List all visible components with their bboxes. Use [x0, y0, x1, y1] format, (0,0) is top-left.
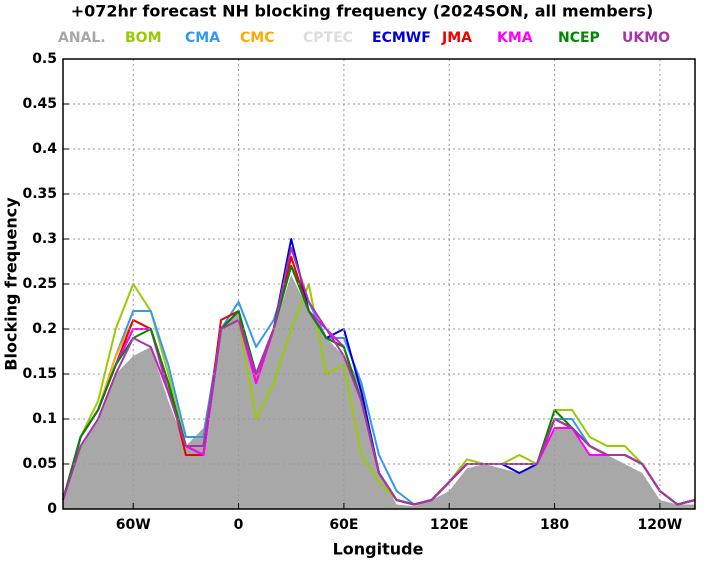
y-tick-label: 0	[47, 501, 57, 517]
x-tick-label: 120E	[430, 517, 469, 533]
legend-entry: JMA	[441, 30, 472, 46]
chart-title: +072hr forecast NH blocking frequency (2…	[71, 2, 654, 21]
legend-entry: KMA	[497, 30, 533, 46]
x-tick-label: 180	[540, 517, 569, 533]
line	[62, 247, 696, 506]
plot-area	[62, 238, 696, 509]
y-tick-label: 0.3	[32, 231, 57, 247]
x-axis-label: Longitude	[333, 540, 424, 559]
legend-entry: BOM	[125, 30, 162, 46]
legend-entry: CMC	[240, 30, 274, 46]
y-axis-label: Blocking frequency	[2, 197, 21, 371]
legend-entry: CMA	[185, 30, 220, 46]
y-tick-label: 0.1	[32, 411, 57, 427]
x-tick-label: 120W	[638, 517, 683, 533]
y-tick-label: 0.05	[22, 456, 57, 472]
legend-entry: UKMO	[622, 30, 670, 46]
legend-entry: CPTEC	[303, 30, 353, 46]
plot-frame	[62, 58, 696, 510]
legend-entry: ECMWF	[372, 30, 431, 46]
y-tick-label: 0.45	[22, 96, 57, 112]
y-tick-label: 0.35	[22, 186, 57, 202]
y-tick-label: 0.5	[32, 51, 57, 67]
x-tick-label: 0	[234, 517, 244, 533]
x-tick-label: 60W	[116, 517, 151, 533]
x-tick-label: 60E	[329, 517, 358, 533]
y-tick-label: 0.2	[32, 321, 57, 337]
y-tick-label: 0.15	[22, 366, 57, 382]
legend-entry: NCEP	[558, 30, 600, 46]
legend-entry: ANAL.	[58, 30, 106, 46]
y-tick-label: 0.4	[32, 141, 57, 157]
y-tick-label: 0.25	[22, 276, 57, 292]
